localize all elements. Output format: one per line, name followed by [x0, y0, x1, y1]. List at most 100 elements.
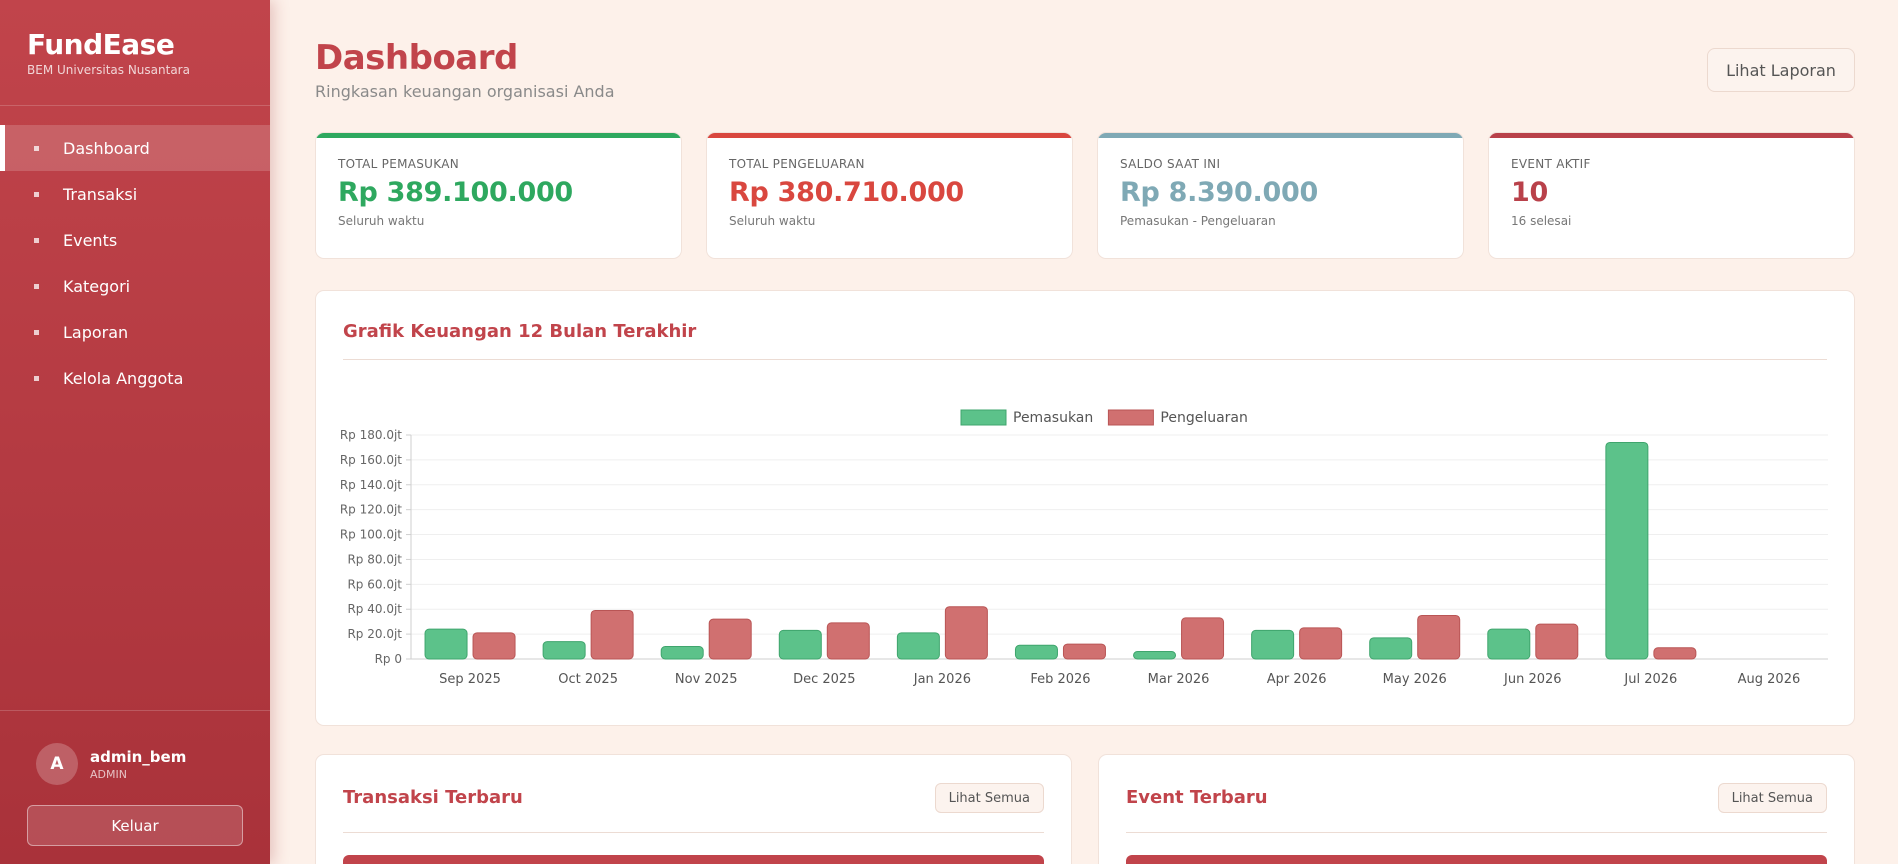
- sidebar-item-label: Transaksi: [63, 184, 138, 204]
- stat-accent-bar: [1489, 133, 1854, 138]
- user-name: admin_bem: [90, 747, 187, 766]
- bar-pemasukan-sep-2025: [424, 628, 468, 660]
- transactions-card-title: Transaksi Terbaru: [343, 787, 523, 808]
- view-report-button[interactable]: Lihat Laporan: [1707, 48, 1855, 92]
- sidebar-item-laporan[interactable]: Laporan: [0, 309, 270, 355]
- sidebar-item-label: Laporan: [63, 322, 129, 342]
- divider: [343, 832, 1044, 833]
- transactions-table-header: [343, 855, 1044, 864]
- x-tick-label: Nov 2025: [675, 672, 738, 687]
- stat-label: SALDO SAAT INI: [1120, 157, 1221, 171]
- brand: FundEase BEM Universitas Nusantara: [0, 0, 270, 106]
- recent-transactions-card: Transaksi Terbaru Lihat Semua: [315, 754, 1072, 864]
- sidebar-item-label: Kelola Anggota: [63, 368, 184, 388]
- stat-accent-bar: [707, 133, 1072, 138]
- stat-note: Seluruh waktu: [729, 214, 816, 228]
- bar-pemasukan-may-2026: [1369, 637, 1413, 660]
- sidebar: FundEase BEM Universitas Nusantara Dashb…: [0, 0, 270, 864]
- y-tick-label: Rp 180.0jt: [340, 428, 402, 442]
- bar-pemasukan-mar-2026: [1133, 651, 1177, 660]
- bar-pengeluaran-sep-2025: [472, 632, 516, 660]
- sidebar-item-kategori[interactable]: Kategori: [0, 263, 270, 309]
- legend-label: Pengeluaran: [1160, 410, 1247, 426]
- bullet-icon: [34, 237, 39, 243]
- bar-pengeluaran-nov-2025: [708, 618, 752, 660]
- x-tick-label: Mar 2026: [1148, 672, 1210, 687]
- bar-pemasukan-oct-2025: [542, 641, 586, 660]
- legend-swatch: [1107, 409, 1154, 426]
- stat-value: Rp 389.100.000: [338, 177, 573, 208]
- x-tick-label: Feb 2026: [1030, 672, 1090, 687]
- bar-pengeluaran-apr-2026: [1299, 627, 1343, 660]
- bar-pemasukan-feb-2026: [1014, 644, 1058, 660]
- bar-pengeluaran-dec-2025: [826, 622, 870, 660]
- y-tick-label: Rp 0: [375, 652, 402, 666]
- avatar: A: [36, 743, 78, 785]
- user-role: ADMIN: [90, 767, 127, 781]
- y-tick-label: Rp 140.0jt: [340, 478, 402, 492]
- bar-pemasukan-jul-2026: [1605, 441, 1649, 660]
- x-tick-label: Jan 2026: [913, 672, 971, 687]
- stat-card-current-balance: SALDO SAAT INI Rp 8.390.000 Pemasukan - …: [1097, 132, 1464, 259]
- view-all-events-button[interactable]: Lihat Semua: [1717, 783, 1827, 813]
- bar-pengeluaran-oct-2025: [590, 609, 634, 660]
- stat-value: Rp 8.390.000: [1120, 177, 1318, 208]
- legend-label: Pemasukan: [1013, 410, 1093, 426]
- finance-chart-card: Grafik Keuangan 12 Bulan Terakhir Rp 0 Rp…: [315, 290, 1855, 726]
- bullet-icon: [34, 329, 39, 335]
- bar-pengeluaran-may-2026: [1417, 614, 1461, 660]
- page-title: Dashboard: [315, 38, 518, 78]
- bullet-icon: [34, 191, 39, 197]
- page-subtitle: Ringkasan keuangan organisasi Anda: [315, 82, 615, 101]
- x-tick-label: Dec 2025: [793, 672, 855, 687]
- user-info: admin_bem ADMIN: [90, 748, 186, 781]
- view-all-transactions-button[interactable]: Lihat Semua: [934, 783, 1044, 813]
- bar-pemasukan-jan-2026: [896, 632, 940, 660]
- sidebar-item-kelola-anggota[interactable]: Kelola Anggota: [0, 355, 270, 401]
- bar-pengeluaran-jul-2026: [1653, 647, 1697, 660]
- stat-accent-bar: [1098, 133, 1463, 138]
- y-tick-label: Rp 120.0jt: [340, 503, 402, 517]
- user-profile: A admin_bem ADMIN: [27, 743, 243, 785]
- bar-chart: Rp 0 Rp 20.0jt Rp 40.0jt Rp 60.0jt Rp 80.0jt…: [340, 409, 1828, 687]
- bullet-icon: [34, 145, 39, 151]
- y-tick-label: Rp 20.0jt: [347, 627, 402, 641]
- y-tick-label: Rp 40.0jt: [347, 602, 402, 616]
- stat-card-total-expense: TOTAL PENGELUARAN Rp 380.710.000 Seluruh…: [706, 132, 1073, 259]
- app-title: FundEase: [27, 28, 175, 61]
- bar-pemasukan-dec-2025: [778, 629, 822, 660]
- events-table-header: [1126, 855, 1827, 864]
- bullet-icon: [34, 283, 39, 289]
- bar-pemasukan-jun-2026: [1487, 628, 1531, 660]
- stat-note: Pemasukan - Pengeluaran: [1120, 214, 1276, 228]
- stat-label: EVENT AKTIF: [1511, 157, 1591, 171]
- bar-pemasukan-nov-2025: [660, 646, 704, 660]
- x-tick-label: Oct 2025: [558, 672, 618, 687]
- sidebar-item-transaksi[interactable]: Transaksi: [0, 171, 270, 217]
- bullet-icon: [34, 375, 39, 381]
- stat-note: 16 selesai: [1511, 214, 1572, 228]
- bar-pengeluaran-mar-2026: [1181, 617, 1225, 660]
- events-card-title: Event Terbaru: [1126, 787, 1268, 808]
- logout-button[interactable]: Keluar: [27, 805, 243, 846]
- sidebar-item-label: Kategori: [63, 276, 131, 296]
- x-tick-label: Aug 2026: [1738, 672, 1801, 687]
- y-tick-label: Rp 60.0jt: [347, 577, 402, 591]
- recent-events-card: Event Terbaru Lihat Semua: [1098, 754, 1855, 864]
- sidebar-item-events[interactable]: Events: [0, 217, 270, 263]
- sidebar-item-dashboard[interactable]: Dashboard: [0, 125, 270, 171]
- stat-accent-bar: [316, 133, 681, 138]
- y-tick-label: Rp 160.0jt: [340, 453, 402, 467]
- bar-pemasukan-apr-2026: [1251, 629, 1295, 660]
- bar-pengeluaran-jan-2026: [944, 606, 988, 660]
- stat-value: Rp 380.710.000: [729, 177, 964, 208]
- stat-value: 10: [1511, 177, 1548, 208]
- stat-note: Seluruh waktu: [338, 214, 425, 228]
- x-tick-label: Sep 2025: [439, 672, 501, 687]
- sidebar-item-label: Events: [63, 230, 118, 250]
- sidebar-nav: Dashboard Transaksi Events Kategori Lapo…: [0, 125, 270, 401]
- bar-pengeluaran-feb-2026: [1062, 643, 1106, 660]
- y-tick-label: Rp 80.0jt: [347, 552, 402, 566]
- chart-card-title: Grafik Keuangan 12 Bulan Terakhir: [343, 321, 697, 342]
- x-tick-label: May 2026: [1383, 672, 1447, 687]
